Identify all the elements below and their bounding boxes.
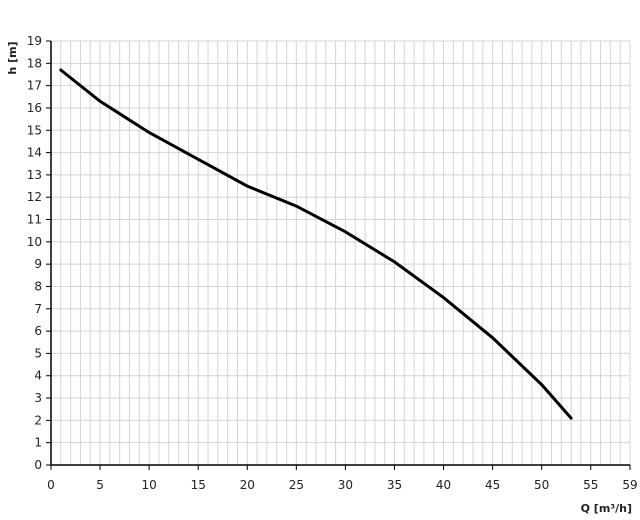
x-tick-label: 5 (96, 478, 104, 492)
x-tick-label: 15 (191, 478, 206, 492)
tick-labels: 0 5 10 15 20 25 30 35 40 45 50 55 590123456789101112… (27, 34, 638, 492)
y-tick-label: 17 (27, 79, 42, 93)
y-tick-label: 19 (27, 34, 42, 48)
x-tick-label: 35 (387, 478, 402, 492)
y-tick-label: 13 (27, 168, 42, 182)
y-tick-label: 12 (27, 190, 42, 204)
y-tick-label: 9 (34, 257, 42, 271)
x-tick-label: 59 (622, 478, 637, 492)
y-tick-label: 5 (34, 346, 42, 360)
grid (51, 40, 631, 465)
x-tick-label: 0 (47, 478, 55, 492)
x-tick-label: 20 (240, 478, 255, 492)
y-tick-label: 1 (34, 436, 42, 450)
y-tick-label: 6 (34, 324, 42, 338)
y-tick-label: 4 (34, 369, 42, 383)
x-tick-label: 30 (338, 478, 353, 492)
y-tick-label: 8 (34, 279, 42, 293)
y-axis-label: h [m] (6, 41, 19, 74)
y-tick-label: 0 (34, 458, 42, 472)
x-tick-label: 10 (141, 478, 156, 492)
y-tick-label: 15 (27, 123, 42, 137)
x-tick-label: 25 (289, 478, 304, 492)
y-tick-label: 7 (34, 302, 42, 316)
x-tick-label: 50 (534, 478, 549, 492)
y-tick-label: 14 (27, 146, 42, 160)
x-tick-label: 40 (436, 478, 451, 492)
y-tick-label: 3 (34, 391, 42, 405)
series-line (59, 68, 573, 420)
y-tick-label: 11 (27, 213, 42, 227)
y-tick-label: 2 (34, 413, 42, 427)
y-tick-label: 16 (27, 101, 42, 115)
x-tick-label: 45 (485, 478, 500, 492)
y-tick-label: 10 (27, 235, 42, 249)
y-tick-label: 18 (27, 56, 42, 70)
x-tick-label: 55 (583, 478, 598, 492)
axes (46, 40, 631, 470)
x-axis-label: Q [m³/h] (581, 502, 632, 515)
